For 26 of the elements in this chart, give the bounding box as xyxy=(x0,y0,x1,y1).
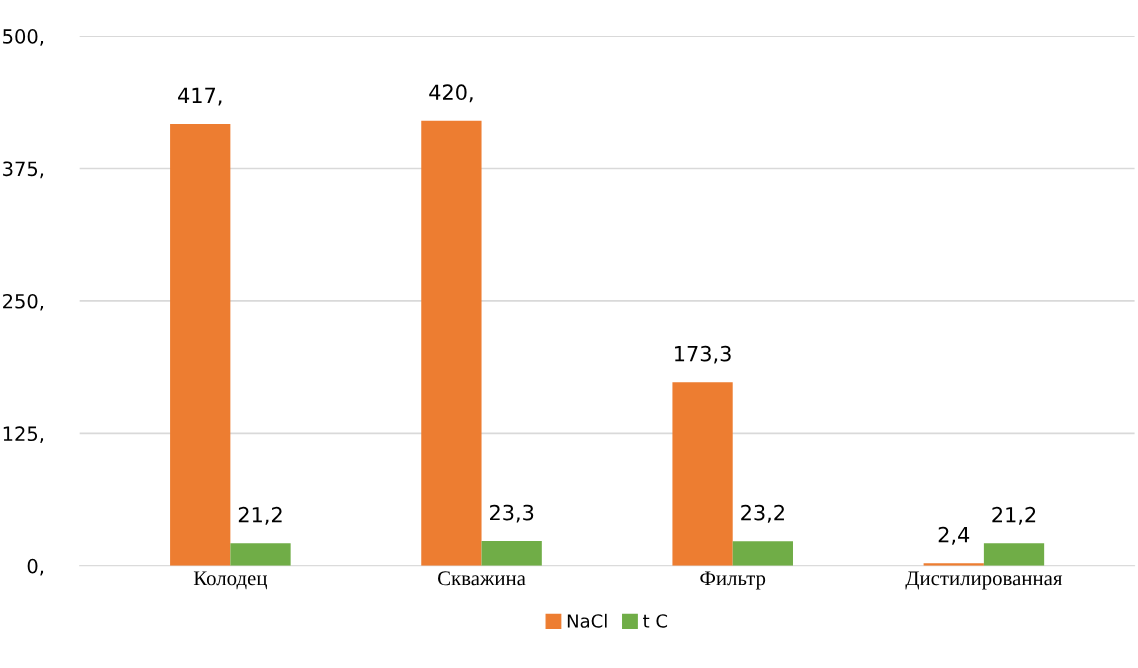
bar xyxy=(481,541,542,566)
x-tick-label: Дистилированная xyxy=(905,571,1063,590)
data-label: 417, xyxy=(178,87,222,106)
bar xyxy=(672,382,733,566)
bar xyxy=(421,120,482,566)
y-tick-label: 125, xyxy=(3,426,44,444)
legend-label: t C xyxy=(643,614,668,628)
legend-label: NaCl xyxy=(567,613,607,628)
data-label: 21,2 xyxy=(238,506,282,525)
y-tick-label: 0, xyxy=(27,558,44,576)
bar xyxy=(230,543,291,566)
x-tick-label: Скважина xyxy=(438,571,526,586)
y-tick-label: 500, xyxy=(3,29,44,46)
data-label: 2,4 xyxy=(938,526,970,545)
bar xyxy=(732,541,793,566)
data-label: 173,3 xyxy=(675,345,731,364)
data-label: 23,3 xyxy=(490,504,534,523)
x-tick-label: Колодец xyxy=(193,571,267,590)
bar xyxy=(983,543,1045,566)
y-tick-label: 375, xyxy=(3,161,44,179)
x-tick-label: Фильтр xyxy=(700,571,766,590)
data-label: 420, xyxy=(429,84,473,103)
bar xyxy=(170,124,231,566)
y-tick-label: 250, xyxy=(3,293,44,311)
data-label: 21,2 xyxy=(992,506,1036,525)
data-label: 23,2 xyxy=(741,504,784,523)
